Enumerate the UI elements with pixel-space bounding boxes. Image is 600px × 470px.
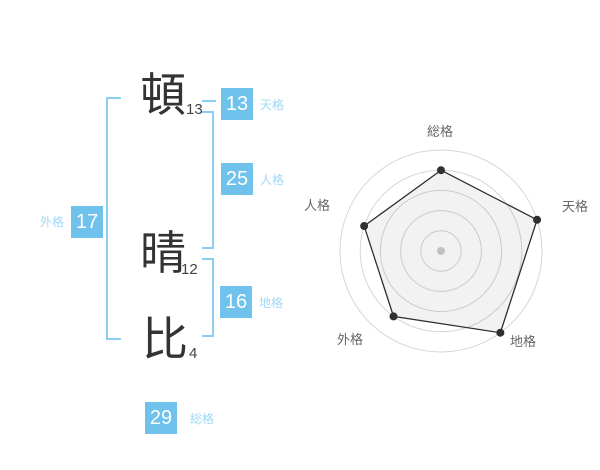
stroke-count-3: 4 — [189, 345, 198, 362]
tenkaku-value-box: 13 — [221, 88, 253, 120]
stroke-count-1: 13 — [186, 101, 203, 118]
radar-axis-label-tenkaku: 天格 — [562, 199, 589, 214]
tenkaku-label: 天格 — [260, 98, 285, 112]
gaikaku-bracket — [106, 97, 121, 340]
chikaku-label: 地格 — [259, 296, 284, 310]
tenkaku-tick — [202, 100, 216, 102]
kanji-char-3: 比 — [142, 313, 188, 365]
soukaku-label: 総格 — [190, 412, 215, 426]
radar-axis-label-chikaku: 地格 — [510, 334, 537, 349]
jinkaku-label: 人格 — [260, 173, 285, 187]
radar-axis-label-soukaku: 総格 — [427, 124, 454, 139]
gaikaku-label: 外格 — [40, 215, 65, 229]
chikaku-bracket — [202, 258, 214, 337]
chikaku-value-box: 16 — [220, 286, 252, 318]
radar-chart-svg — [339, 149, 543, 353]
jinkaku-value-box: 25 — [221, 163, 253, 195]
gaikaku-value-box: 17 — [71, 206, 103, 238]
kanji-char-1: 頓 — [140, 69, 186, 121]
soukaku-value-box: 29 — [145, 402, 177, 434]
kanji-char-2: 晴 — [140, 227, 186, 279]
jinkaku-bracket — [202, 111, 214, 249]
stroke-count-2: 12 — [181, 261, 198, 278]
radar-axis-label-jinkaku: 人格 — [304, 198, 331, 213]
radar-axis-label-gaikaku: 外格 — [337, 332, 364, 347]
radar-chart: 総格 天格 地格 外格 人格 — [304, 100, 600, 380]
